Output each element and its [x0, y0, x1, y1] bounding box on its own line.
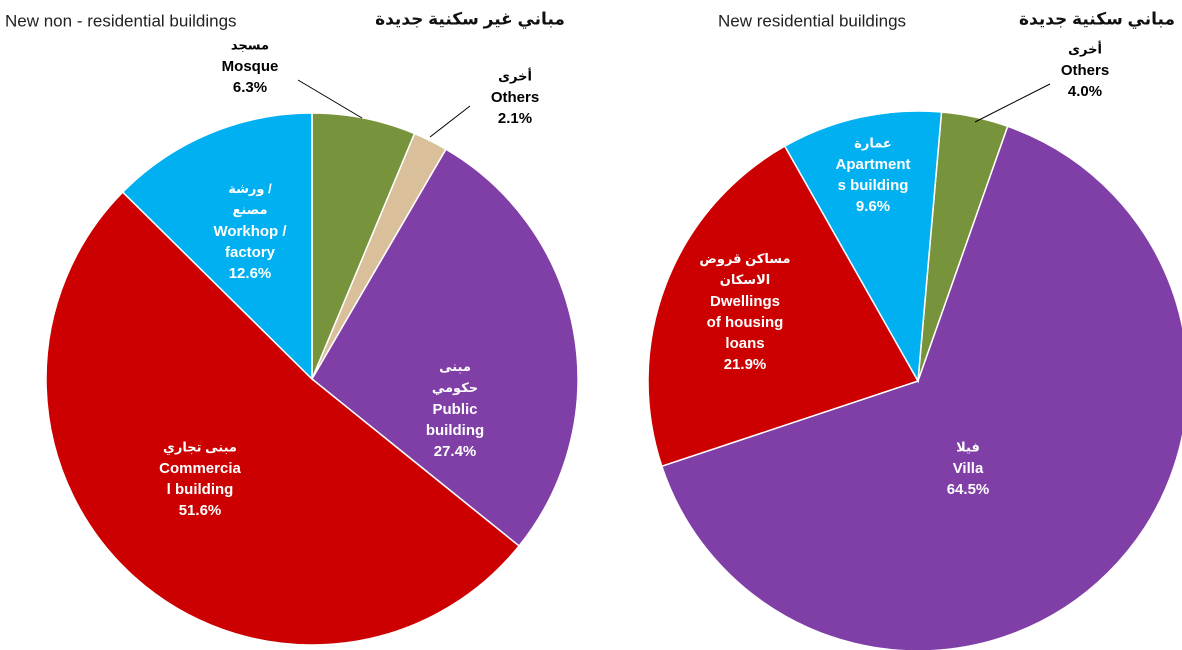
slice-label: 21.9%	[724, 356, 767, 373]
pie-slice	[121, 112, 313, 381]
slice-label-ar: فيلا	[956, 439, 980, 454]
chart-title-ar: مباني غير سكنية جديدة	[375, 9, 565, 29]
pie-slice	[783, 110, 943, 384]
slice-label: 27.4%	[434, 443, 477, 460]
slice-label: 12.6%	[229, 265, 272, 282]
slice-label: 51.6%	[179, 502, 222, 519]
slice-label-ar: أخرى	[1068, 40, 1102, 56]
pie-slice	[647, 145, 920, 468]
pie-slice	[45, 191, 521, 646]
chart-title: New residential buildings	[718, 11, 906, 30]
slice-label: Others	[1061, 62, 1109, 79]
chart-title: New non - residential buildings	[5, 11, 237, 30]
slice-label: Public building	[426, 401, 484, 439]
pie-slice	[660, 125, 1182, 650]
leader-line	[429, 105, 471, 138]
slice-label: 6.3%	[233, 79, 267, 96]
slice-label: Workhop / factory	[213, 223, 287, 261]
slice-label: Villa	[953, 460, 984, 477]
slice-label: Apartment s building	[835, 156, 910, 194]
leader-line	[974, 83, 1051, 123]
slice-label-ar: مبنى تجاري	[163, 439, 237, 454]
slice-label: 2.1%	[498, 110, 532, 127]
slice-label: Others	[491, 89, 539, 106]
chart-title-ar: مباني سكنية جديدة	[1019, 9, 1175, 29]
pie-slice	[311, 148, 579, 548]
slice-label-ar: مبنى حكومي	[432, 359, 478, 395]
leader-line	[297, 79, 363, 119]
slice-label: Mosque	[222, 58, 279, 75]
slice-label: 4.0%	[1068, 83, 1102, 100]
slice-label-ar: عمارة	[854, 135, 892, 150]
slice-label-ar: أخرى	[498, 67, 532, 83]
slice-label: Dwellings of housing loans	[707, 293, 784, 352]
slice-label-ar: مساكن قروض الاسكان	[699, 251, 790, 287]
slice-label: 9.6%	[856, 198, 890, 215]
slice-label: 64.5%	[947, 481, 990, 498]
slice-label-ar: مسجد	[231, 37, 269, 52]
slice-label-ar: ورشة / مصنع	[228, 181, 272, 217]
slice-label: Commercia l building	[159, 460, 241, 498]
